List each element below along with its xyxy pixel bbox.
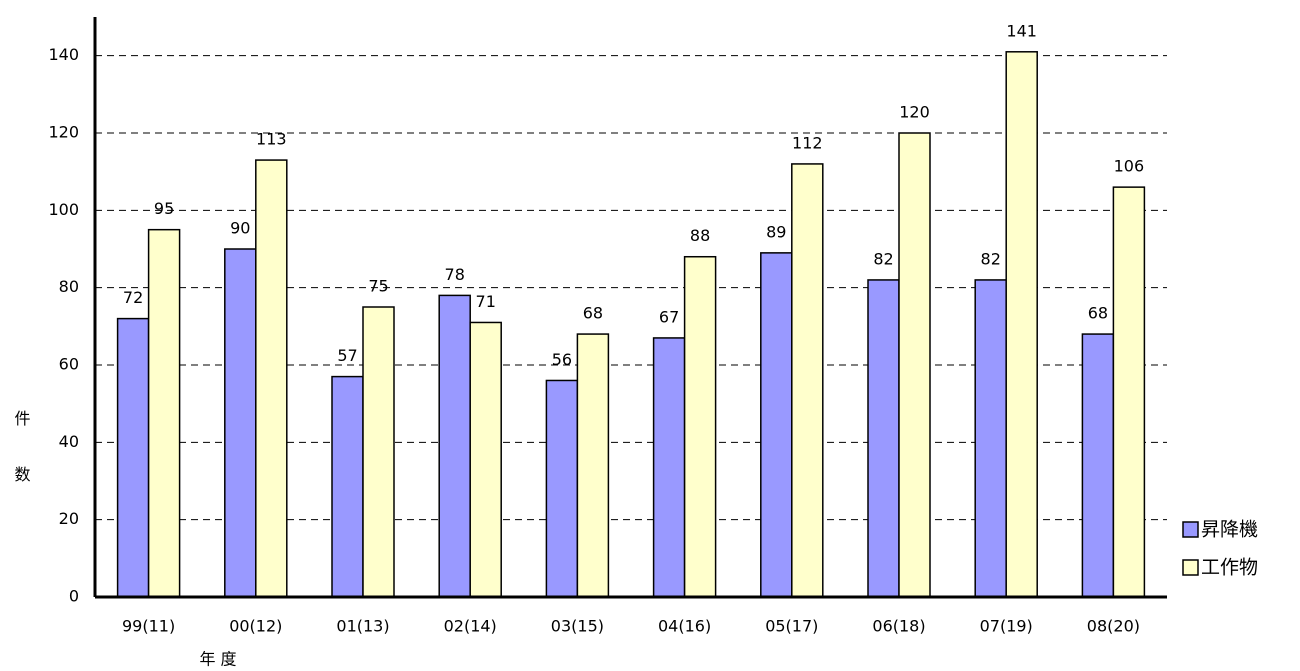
value-label: 112: [792, 133, 823, 152]
legend-label: 工作物: [1201, 557, 1258, 579]
bar: [331, 375, 364, 598]
bar: [652, 337, 686, 598]
value-label: 141: [1006, 21, 1037, 40]
value-label: 56: [552, 350, 572, 369]
bar: [147, 228, 181, 598]
x-tick-label: 06(18): [872, 617, 925, 636]
value-label: 90: [230, 219, 250, 238]
value-label: 82: [873, 249, 893, 268]
bar: [791, 163, 824, 598]
x-tick-label: 03(15): [551, 617, 604, 636]
value-label: 120: [899, 103, 930, 122]
value-label: 68: [1088, 304, 1108, 323]
y-tick-label: 100: [48, 200, 79, 219]
x-tick-label: 04(16): [658, 617, 711, 636]
y-tick-label: 120: [48, 123, 79, 142]
bar: [683, 255, 717, 598]
bar: [469, 321, 502, 598]
bar: [974, 279, 1007, 598]
x-tick-label: 02(14): [444, 617, 497, 636]
y-axis-label: 件数: [12, 410, 31, 522]
x-tick-label: 00(12): [229, 617, 282, 636]
value-label: 67: [659, 307, 679, 326]
y-tick-label: 20: [59, 509, 79, 528]
value-label: 68: [583, 304, 603, 323]
value-label: 89: [766, 222, 786, 241]
bar: [576, 333, 610, 598]
bar: [224, 248, 257, 598]
y-tick-label: 80: [59, 277, 79, 296]
value-label: 95: [154, 199, 174, 218]
bar: [362, 306, 395, 598]
legend-swatch: [1182, 521, 1199, 538]
value-label: 57: [337, 346, 357, 365]
value-label: 113: [256, 130, 287, 149]
bar: [1005, 51, 1038, 598]
x-tick-label: 05(17): [765, 617, 818, 636]
value-label: 78: [445, 265, 465, 284]
bar: [255, 159, 288, 598]
x-tick-label: 01(13): [336, 617, 389, 636]
legend-swatch: [1182, 559, 1199, 576]
x-tick-label: 99(11): [122, 617, 175, 636]
value-label: 71: [476, 292, 496, 311]
y-tick-label: 40: [59, 432, 79, 451]
bar: [1081, 333, 1115, 598]
bar: [867, 279, 900, 598]
value-label: 106: [1114, 157, 1145, 176]
y-tick-label: 60: [59, 355, 79, 374]
x-tick-label: 07(19): [980, 617, 1033, 636]
bar: [1112, 186, 1146, 598]
bar: [545, 379, 579, 598]
value-label: 75: [368, 277, 388, 296]
bar: [438, 294, 471, 598]
value-label: 88: [690, 226, 710, 245]
bar: [760, 252, 793, 598]
y-tick-label: 0: [69, 587, 79, 606]
bar: [116, 317, 150, 598]
y-tick-label: 140: [48, 45, 79, 64]
value-label: 72: [123, 288, 143, 307]
x-axis-label: 年 度: [199, 650, 236, 669]
bar: [898, 132, 931, 598]
legend-label: 昇降機: [1201, 519, 1258, 541]
x-tick-label: 08(20): [1087, 617, 1140, 636]
value-label: 82: [981, 249, 1001, 268]
